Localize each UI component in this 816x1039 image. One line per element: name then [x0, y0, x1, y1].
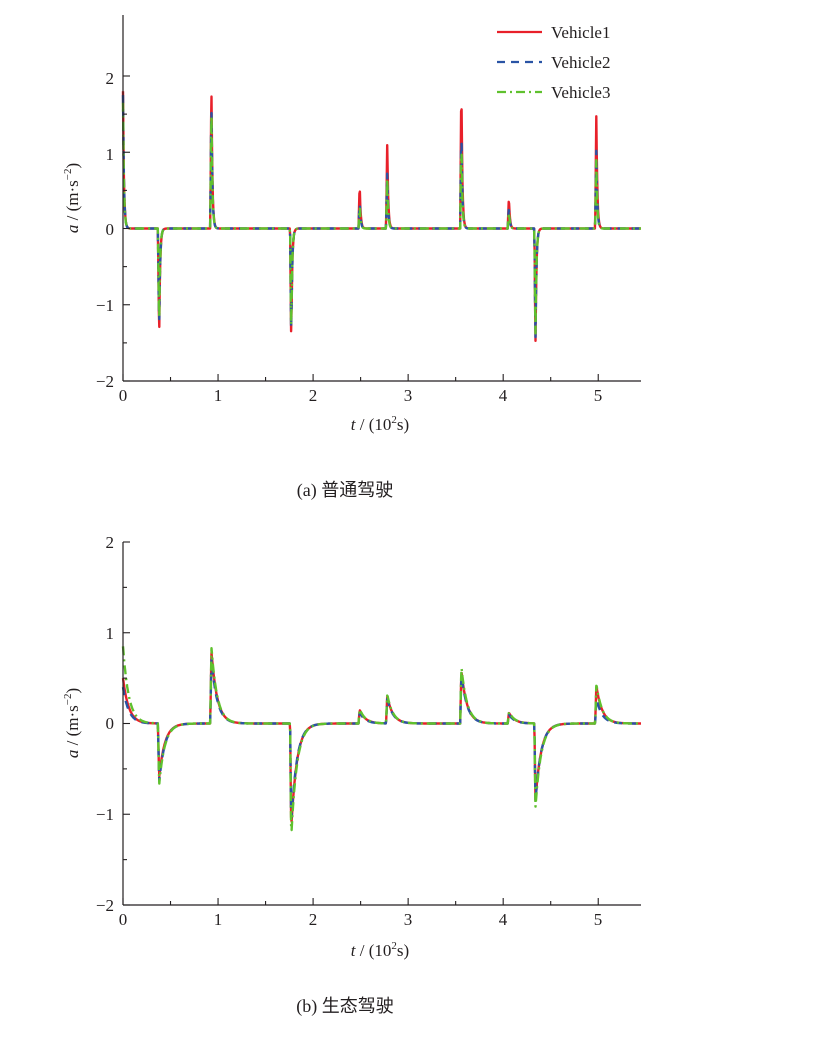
- chart-a-ytick-label: 0: [106, 220, 115, 239]
- chart-a-x-axis-title: t / (102s): [351, 414, 409, 434]
- chart-b-tick-labels: 2 1 0 −1 −2 0 1 2 3 4 5: [96, 533, 602, 929]
- chart-a-tick-labels: 2 1 0 −1 −2 0 1 2 3 4 5: [96, 69, 602, 405]
- chart-b-ytick-label: −1: [96, 805, 114, 824]
- legend-label-vehicle2: Vehicle2: [551, 53, 610, 72]
- chart-b-ytick-label: 0: [106, 714, 115, 733]
- chart-panel-a: 2 1 0 −1 −2 0 1 2 3 4 5 t / (102s) a / (…: [62, 15, 642, 501]
- chart-a-xtick-label: 4: [499, 386, 508, 405]
- chart-b-xtick-label: 0: [119, 910, 128, 929]
- chart-a-ticks: [122, 75, 599, 382]
- chart-a-xtick-label: 5: [594, 386, 603, 405]
- chart-b-ytick-label: 1: [106, 624, 115, 643]
- chart-b-xtick-label: 4: [499, 910, 508, 929]
- chart-b-xtick-label: 2: [309, 910, 318, 929]
- chart-a-ytick-label: 2: [106, 69, 115, 88]
- chart-b-series-lines: [121, 646, 642, 832]
- chart-b-ytick-label: 2: [106, 533, 115, 552]
- chart-a-xtick-label: 1: [214, 386, 223, 405]
- chart-a-ytick-label: 1: [106, 145, 115, 164]
- chart-series-line-vehicle1: [121, 91, 642, 342]
- chart-a-legend: Vehicle1 Vehicle2 Vehicle3: [497, 23, 610, 102]
- legend-label-vehicle3: Vehicle3: [551, 83, 610, 102]
- chart-a-ytick-label: −2: [96, 372, 114, 391]
- chart-a-xtick-label: 0: [119, 386, 128, 405]
- chart-a-caption: (a) 普通驾驶: [297, 480, 393, 501]
- chart-a-xtick-label: 3: [404, 386, 413, 405]
- chart-b-ticks: [122, 541, 599, 906]
- legend-label-vehicle1: Vehicle1: [551, 23, 610, 42]
- chart-a-xtick-label: 2: [309, 386, 318, 405]
- chart-b-ytick-label: −2: [96, 896, 114, 915]
- chart-a-ytick-label: −1: [96, 296, 114, 315]
- chart-series-line-vehicle3: [121, 646, 642, 832]
- chart-b-x-axis-title: t / (102s): [351, 940, 409, 960]
- chart-series-line-vehicle3: [121, 102, 642, 335]
- chart-b-xtick-label: 3: [404, 910, 413, 929]
- chart-b-xtick-label: 5: [594, 910, 603, 929]
- chart-a-series-lines: [121, 91, 642, 342]
- chart-panel-b: 2 1 0 −1 −2 0 1 2 3 4 5 t / (102s) a / (…: [62, 533, 642, 1017]
- chart-b-xtick-label: 1: [214, 910, 223, 929]
- chart-b-caption: (b) 生态驾驶: [296, 996, 394, 1017]
- chart-b-y-axis-title: a / (m·s−2): [62, 688, 82, 758]
- chart-a-y-axis-title: a / (m·s−2): [62, 163, 82, 233]
- chart-series-line-vehicle1: [121, 651, 642, 823]
- chart-series-line-vehicle2: [121, 658, 642, 819]
- chart-series-line-vehicle2: [121, 95, 642, 339]
